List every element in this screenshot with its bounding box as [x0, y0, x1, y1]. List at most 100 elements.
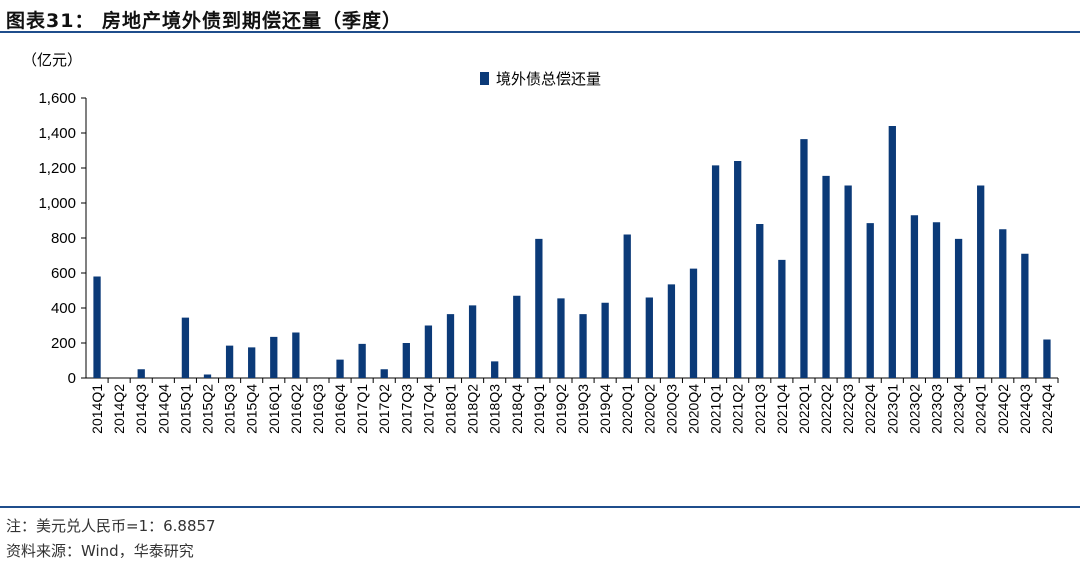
x-tick-label: 2023Q3	[929, 384, 945, 434]
x-tick-label: 2017Q2	[376, 384, 392, 434]
bar	[93, 276, 101, 378]
bar	[336, 359, 344, 378]
x-tick-label: 2023Q4	[951, 384, 967, 434]
x-tick-label: 2020Q1	[619, 384, 635, 434]
x-tick-label: 2022Q4	[862, 384, 878, 434]
x-tick-label: 2018Q4	[509, 384, 525, 434]
bar	[711, 165, 720, 378]
bar	[778, 259, 786, 378]
x-tick-label: 2014Q2	[111, 384, 127, 434]
bar	[181, 317, 190, 378]
x-tick-label: 2017Q4	[420, 384, 436, 434]
legend-label: 境外债总偿还量	[496, 70, 601, 88]
x-tick-label: 2015Q4	[244, 384, 260, 434]
y-tick-label: 1,600	[38, 90, 76, 107]
x-tick-label: 2024Q3	[1017, 384, 1033, 434]
bar	[203, 374, 212, 378]
bar	[645, 297, 653, 378]
x-tick-label: 2018Q1	[443, 384, 459, 434]
bar	[866, 223, 874, 378]
y-tick-label: 1,200	[38, 160, 76, 177]
bar	[1043, 339, 1051, 378]
x-tick-label: 2018Q3	[487, 384, 503, 434]
x-tick-label: 2016Q4	[332, 384, 348, 434]
bar	[844, 185, 852, 378]
x-tick-label: 2021Q1	[708, 384, 724, 434]
y-unit-label: （亿元）	[22, 51, 82, 69]
x-tick-label: 2014Q4	[155, 384, 171, 434]
x-tick-label: 2019Q2	[553, 384, 569, 434]
bar	[402, 343, 410, 378]
x-tick-label: 2018Q2	[465, 384, 481, 434]
bar	[932, 222, 941, 378]
bar	[535, 238, 543, 378]
x-tick-label: 2022Q3	[840, 384, 856, 434]
x-tick-label: 2020Q2	[641, 384, 657, 434]
top-rule	[0, 31, 1080, 33]
x-tick-label: 2023Q2	[906, 384, 922, 434]
x-tick-label: 2015Q3	[222, 384, 238, 434]
bar	[424, 325, 433, 378]
x-tick-label: 2016Q2	[288, 384, 304, 434]
x-tick-label: 2024Q1	[973, 384, 989, 434]
bar	[999, 229, 1007, 378]
y-tick-label: 200	[51, 335, 76, 352]
bar	[380, 369, 388, 378]
page-title: 图表31： 房地产境外债到期偿还量（季度）	[6, 10, 403, 32]
x-tick-label: 2020Q3	[663, 384, 679, 434]
bar	[756, 224, 764, 378]
bar-chart: （亿元） 0 200 400 600 800 1,000 1,200 1,400 1,600 201…	[22, 51, 1059, 434]
bar	[822, 175, 830, 378]
bar	[910, 215, 919, 378]
x-tick-label: 2021Q2	[730, 384, 746, 434]
bar	[358, 343, 366, 378]
bottom-rule	[0, 506, 1080, 508]
bar	[734, 161, 742, 378]
x-tick-label: 2019Q3	[575, 384, 591, 434]
x-tick-label: 2020Q4	[686, 384, 702, 434]
bar	[468, 305, 477, 378]
bar	[977, 185, 985, 378]
bar	[446, 314, 455, 378]
x-tick-label: 2017Q3	[398, 384, 414, 434]
x-tick-label: 2024Q2	[995, 384, 1011, 434]
y-tick-label: 600	[51, 265, 76, 282]
bar	[513, 295, 521, 378]
title-bar: 图表31： 房地产境外债到期偿还量（季度）	[0, 0, 1080, 36]
y-tick-label: 800	[51, 230, 76, 247]
x-tick-label: 2014Q3	[133, 384, 149, 434]
x-tick-label: 2016Q1	[266, 384, 282, 434]
bar	[1021, 253, 1029, 378]
bar	[292, 332, 300, 378]
bar	[248, 347, 256, 378]
legend-swatch	[480, 72, 489, 85]
y-tick-label: 0	[68, 370, 76, 387]
bar	[225, 345, 234, 378]
bar	[888, 126, 896, 378]
x-tick-label: 2023Q1	[884, 384, 900, 434]
x-tick-label: 2015Q2	[200, 384, 216, 434]
x-tick-label: 2016Q3	[310, 384, 326, 434]
x-tick-label: 2019Q4	[597, 384, 613, 434]
x-tick-label: 2019Q1	[531, 384, 547, 434]
x-tick-label: 2022Q1	[796, 384, 812, 434]
x-tick-label: 2021Q4	[774, 384, 790, 434]
x-tick-label: 2021Q3	[752, 384, 768, 434]
x-tick-label: 2024Q4	[1039, 384, 1055, 434]
x-tick-label: 2014Q1	[89, 384, 105, 434]
bar	[270, 336, 278, 378]
bar	[137, 369, 145, 378]
x-tick-label: 2015Q1	[177, 384, 193, 434]
bar	[800, 139, 808, 378]
bar	[954, 238, 963, 378]
x-tick-label: 2017Q1	[354, 384, 370, 434]
x-tick-label: 2022Q2	[818, 384, 834, 434]
bar	[491, 361, 499, 378]
bar	[623, 234, 631, 378]
y-tick-label: 1,000	[38, 195, 76, 212]
source-note: 资料来源：Wind，华泰研究	[6, 542, 194, 560]
bar	[689, 268, 698, 378]
bar	[601, 302, 609, 378]
footnote: 注：美元兑人民币=1：6.8857	[6, 517, 216, 535]
bar	[579, 314, 587, 378]
